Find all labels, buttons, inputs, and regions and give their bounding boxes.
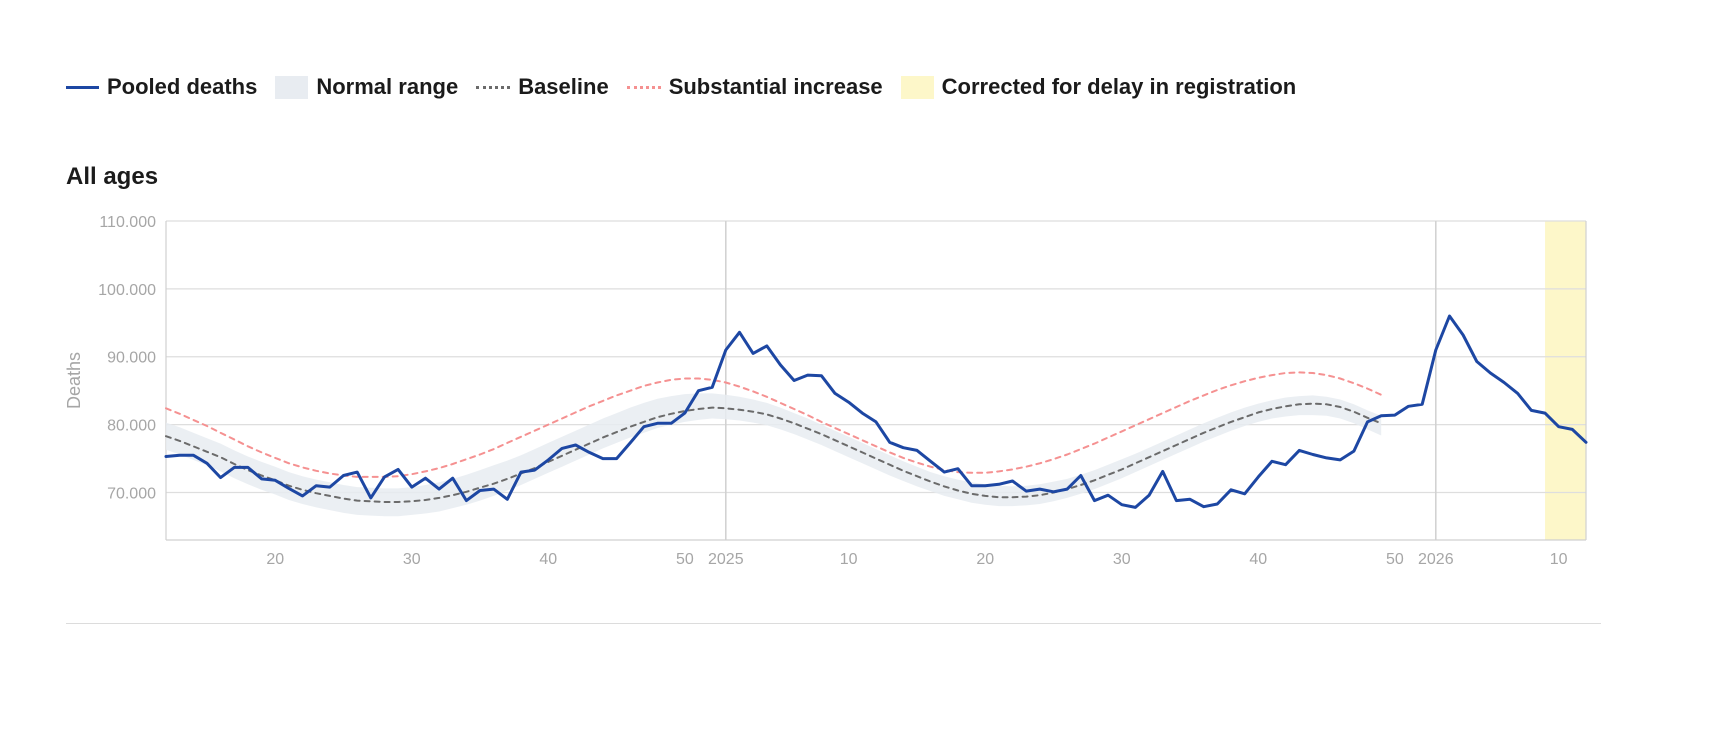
pooled-deaths-line: [164, 314, 1588, 509]
substantial-swatch: [626, 85, 661, 89]
legend-item-normal[interactable]: Normal range: [275, 74, 458, 100]
x-tick-label: 2026: [1418, 551, 1454, 568]
normal-range-swatch: [275, 75, 309, 99]
x-tick-label: 30: [403, 551, 421, 568]
legend-label-substantial: Substantial increase: [668, 74, 883, 99]
x-tick-label: 50: [1386, 551, 1404, 568]
y-tick-label: 100.000: [98, 282, 156, 299]
x-tick-label: 30: [1113, 551, 1131, 568]
pooled-swatch: [66, 85, 99, 89]
normal-range-band: [166, 393, 1382, 517]
x-tick-label: 20: [266, 551, 284, 568]
legend-label-baseline: Baseline: [518, 74, 609, 99]
substantial-line: [165, 371, 1383, 478]
x-tick-label: 2025: [708, 551, 744, 568]
baseline-swatch: [476, 85, 511, 89]
x-tick-label: 50: [676, 551, 694, 568]
legend-item-corrected[interactable]: Corrected for delay in registration: [900, 74, 1297, 100]
legend-item-substantial[interactable]: Substantial increase: [626, 74, 883, 100]
divider: [66, 623, 1601, 624]
corrected-swatch: [900, 75, 934, 99]
corrected-band: [1545, 221, 1586, 540]
y-tick-label: 90.000: [107, 350, 156, 367]
y-tick-label: 110.000: [99, 214, 156, 231]
legend: Pooled deaths Normal range Baseline Subs…: [66, 74, 1314, 100]
x-tick-label: 40: [1249, 551, 1267, 568]
legend-label-pooled: Pooled deaths: [107, 74, 258, 99]
legend-label-normal: Normal range: [316, 74, 459, 99]
legend-label-corrected: Corrected for delay in registration: [941, 74, 1297, 99]
y-tick-label: 80.000: [107, 418, 156, 435]
x-tick-label: 40: [539, 551, 557, 568]
x-tick-label: 10: [840, 551, 858, 568]
baseline-line: [165, 402, 1383, 503]
x-tick-label: 20: [976, 551, 994, 568]
y-axis-title: Deaths: [64, 352, 84, 409]
legend-item-pooled[interactable]: Pooled deaths: [66, 74, 257, 100]
y-tick-label: 70.000: [107, 485, 156, 502]
x-tick-label: 10: [1550, 551, 1568, 568]
panel-title: All ages: [66, 163, 159, 190]
legend-item-baseline[interactable]: Baseline: [476, 74, 609, 100]
